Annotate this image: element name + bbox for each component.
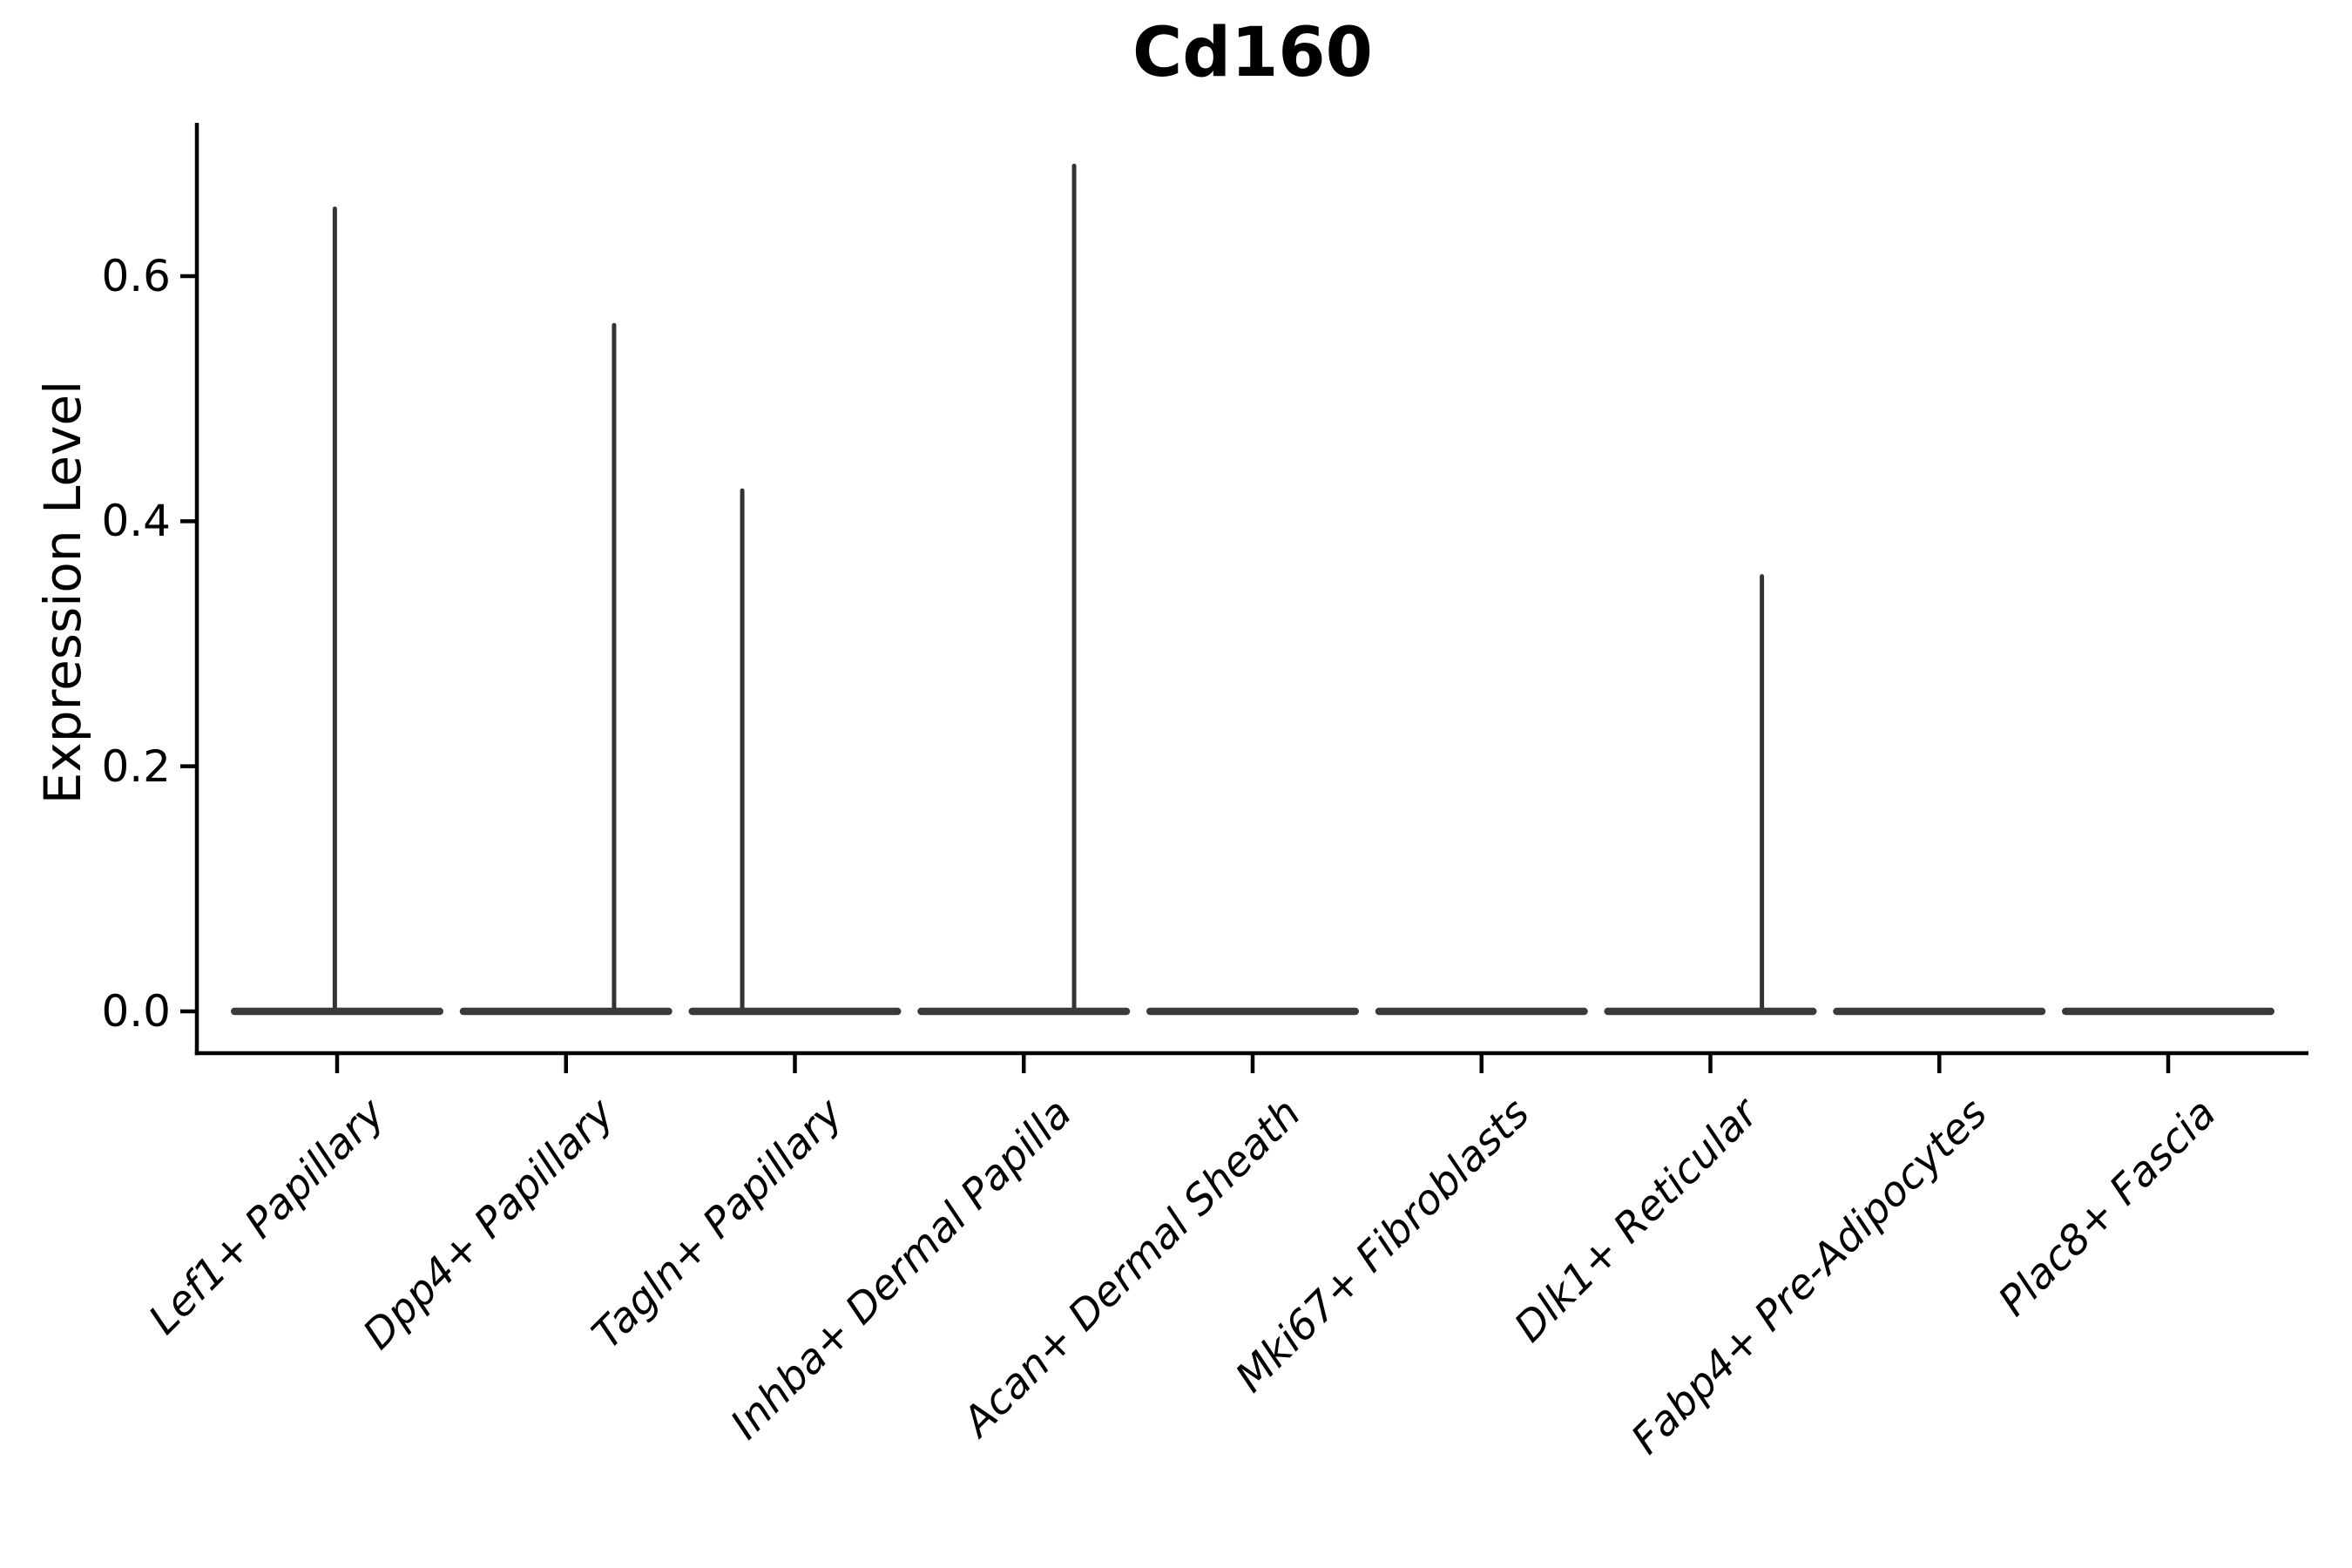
violin-body xyxy=(1604,1007,1817,1016)
violin-body xyxy=(1833,1007,2046,1016)
violin-body xyxy=(917,1007,1131,1016)
y-tick-label: 0.0 xyxy=(101,986,171,1037)
y-tick-label: 0.2 xyxy=(101,740,171,792)
plot-title: Cd160 xyxy=(1132,14,1373,92)
violin-body xyxy=(688,1007,902,1016)
y-tick-label: 0.4 xyxy=(101,496,171,547)
violin-body xyxy=(231,1007,443,1016)
violin-body xyxy=(1146,1007,1359,1016)
y-tick-label: 0.6 xyxy=(101,250,171,301)
violin-body xyxy=(1375,1007,1588,1016)
violin-body xyxy=(2062,1007,2274,1016)
violin-body xyxy=(459,1007,672,1016)
